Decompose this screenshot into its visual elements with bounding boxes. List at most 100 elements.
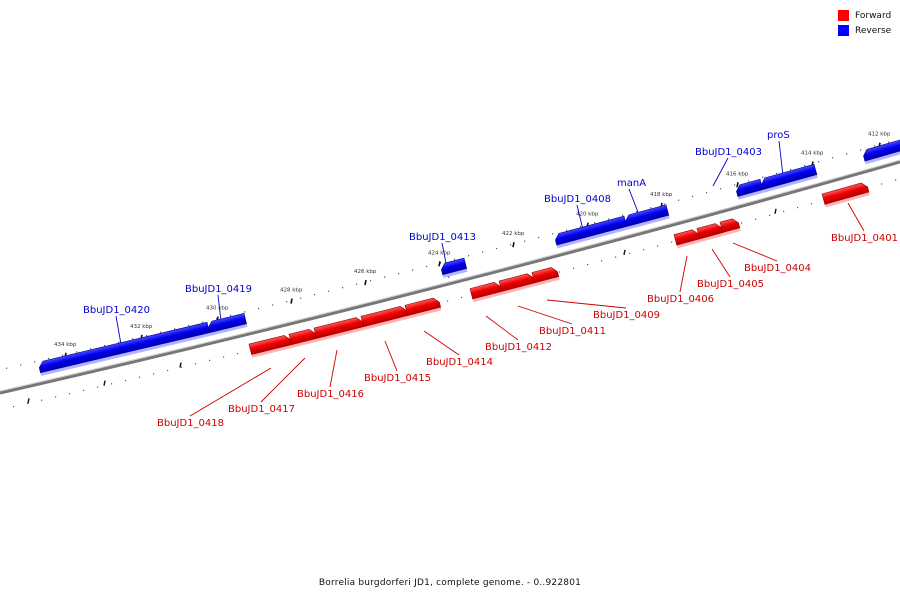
track-dot: [447, 300, 449, 302]
reverse-gene[interactable]: [624, 204, 670, 230]
leader-line: [732, 242, 778, 262]
track-dot: [27, 402, 29, 404]
track-dot: [83, 389, 85, 391]
track-dot: [125, 379, 127, 382]
reverse-gene[interactable]: [554, 215, 628, 249]
gene-shadow: [737, 189, 764, 200]
track-dot: [195, 363, 197, 365]
track-dot: [874, 145, 876, 147]
gene-body: [761, 163, 818, 191]
gene-body: [469, 282, 503, 300]
track-dot: [692, 195, 694, 198]
tick-label: 432 kbp: [130, 324, 153, 330]
track-dot: [384, 276, 386, 278]
forward-gene[interactable]: [498, 272, 536, 295]
track-dot: [559, 271, 561, 273]
track-dot: [587, 264, 589, 266]
forward-gene[interactable]: [531, 266, 560, 287]
leader-line: [847, 202, 865, 232]
track-dot: [496, 247, 498, 250]
reverse-gene[interactable]: [760, 163, 818, 193]
tick-marks: 412 kbp 414 kbp 416 kbp 418 kbp 420 kbp 422 k…: [27, 132, 891, 404]
tick-mark: [736, 182, 739, 188]
gene-shadow: [316, 327, 365, 342]
reverse-gene[interactable]: [735, 178, 764, 200]
track-dot: [230, 314, 232, 316]
track-dot: [783, 210, 785, 213]
track-dot: [573, 267, 575, 269]
leader-line: [778, 140, 784, 177]
track-dot: [755, 218, 757, 220]
track-dot: [258, 307, 260, 310]
track-dot: [643, 249, 645, 251]
track-dot: [846, 153, 848, 155]
forward-gene[interactable]: [696, 222, 724, 242]
track-dot: [55, 396, 57, 398]
track-dot: [510, 244, 512, 246]
legend: Forward Reverse: [838, 8, 891, 38]
forward-gene[interactable]: [360, 305, 409, 330]
forward-gene[interactable]: [288, 328, 318, 348]
track-dot: [398, 273, 400, 275]
gene-shadow: [291, 338, 318, 348]
track-dot: [202, 321, 204, 323]
track-dot: [181, 366, 183, 368]
gene-label: BbuJD1_0420: [83, 305, 150, 316]
gene-blocks: [38, 139, 900, 376]
gene-label: manA: [617, 178, 646, 189]
reverse-gene[interactable]: [440, 257, 468, 278]
leader-line: [712, 157, 729, 187]
outer-dotted-track: [6, 141, 890, 369]
tick-mark: [438, 261, 441, 267]
gene-label: BbuJD1_0401: [831, 233, 898, 244]
gene-label: BbuJD1_0406: [647, 294, 714, 305]
track-dot: [482, 251, 484, 253]
track-dot: [69, 393, 71, 395]
track-dot: [888, 141, 890, 143]
gene-body: [673, 229, 701, 246]
track-dot: [160, 331, 162, 333]
forward-swatch: [838, 10, 849, 21]
track-dot: [62, 354, 64, 356]
forward-gene[interactable]: [821, 182, 870, 208]
forward-gene[interactable]: [404, 297, 442, 319]
forward-gene[interactable]: [313, 316, 365, 342]
reverse-gene[interactable]: [38, 321, 211, 376]
track-dot: [167, 369, 169, 372]
track-dot: [804, 165, 806, 167]
track-dot: [188, 324, 190, 327]
track-dot: [594, 222, 596, 224]
gene-label: BbuJD1_0404: [744, 263, 811, 274]
gene-label: BbuJD1_0417: [228, 404, 295, 415]
legend-forward-label: Forward: [855, 10, 892, 21]
track-dot: [97, 386, 99, 388]
track-dot: [314, 294, 316, 296]
reverse-gene[interactable]: [207, 312, 248, 336]
tick-mark: [103, 380, 106, 386]
track-dot: [622, 214, 624, 216]
track-dot: [629, 252, 631, 255]
gene-label: BbuJD1_0411: [539, 326, 606, 337]
gene-label: BbuJD1_0403: [695, 147, 762, 158]
reverse-gene[interactable]: [862, 139, 900, 165]
track-dot: [524, 240, 526, 242]
track-dot: [209, 359, 211, 362]
gene-body: [821, 182, 870, 205]
gene-shadow: [501, 283, 536, 295]
tick-label: 428 kbp: [280, 288, 303, 294]
forward-gene[interactable]: [673, 228, 701, 249]
track-dot: [650, 207, 652, 209]
legend-forward: Forward: [838, 8, 891, 23]
track-dot: [657, 245, 659, 247]
forward-gene[interactable]: [248, 334, 293, 358]
tick-mark: [774, 208, 777, 214]
track-dot: [860, 149, 862, 151]
tick-label: 416 kbp: [726, 171, 749, 177]
gene-shadow: [534, 276, 560, 287]
gene-label: BbuJD1_0415: [364, 373, 431, 384]
forward-gene[interactable]: [719, 218, 741, 236]
track-dot: [440, 262, 442, 264]
leader-line: [189, 367, 272, 417]
forward-gene[interactable]: [469, 281, 503, 303]
track-dot: [769, 214, 771, 216]
